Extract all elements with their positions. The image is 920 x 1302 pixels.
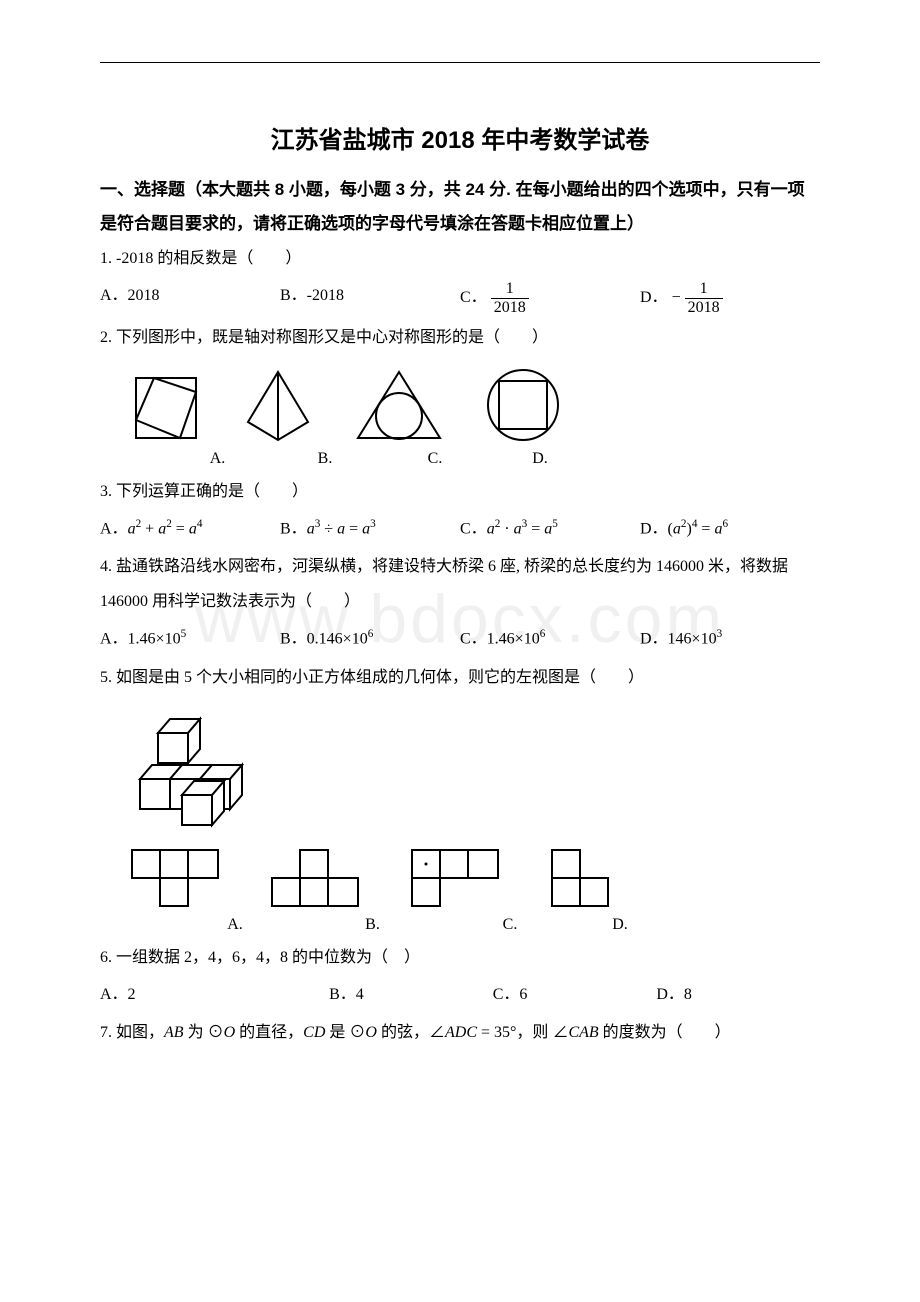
q6-text: 6. 一组数据 2，4，6，4，8 的中位数为（ ） — [100, 940, 820, 975]
q6-opt-c: C．6 — [493, 979, 657, 1011]
q1-options: A．2018 B．-2018 C． 1 2018 D． − 1 2018 — [100, 280, 820, 316]
q1-text: 1. -2018 的相反数是（ ） — [100, 241, 820, 276]
cubes-icon — [130, 709, 290, 829]
q3-opt-b: B．a3 ÷ a = a3 — [280, 513, 460, 545]
q7-text: 7. 如图，AB 为 ⊙O 的直径，CD 是 ⊙O 的弦，∠ADC = 35°，… — [100, 1015, 820, 1050]
fraction-icon: 1 2018 — [491, 280, 529, 316]
q5-text: 5. 如图是由 5 个大小相同的小正方体组成的几何体，则它的左视图是（ ） — [100, 660, 820, 695]
fraction-icon: 1 2018 — [685, 280, 723, 316]
q2-text: 2. 下列图形中，既是轴对称图形又是中心对称图形的是（ ） — [100, 320, 820, 355]
q4-opt-b: B．0.146×106 — [280, 623, 460, 655]
top-rule — [100, 62, 820, 63]
view-b-icon — [270, 848, 360, 908]
q4-opt-a: A．1.46×105 — [100, 623, 280, 655]
q5-c: C. — [440, 916, 580, 934]
q4-opt-c: C．1.46×106 — [460, 623, 640, 655]
view-a-icon — [130, 848, 220, 908]
shape-circle-square-icon — [484, 366, 562, 444]
q1-d-pre: D． — [640, 289, 668, 306]
q2-b: B. — [275, 450, 375, 468]
q2-a: A. — [160, 450, 275, 468]
shape-square-diamond-icon — [130, 372, 202, 444]
q5-a: A. — [165, 916, 305, 934]
shape-kite-icon — [242, 368, 314, 444]
shape-triangle-circle-icon — [354, 368, 444, 444]
q3-opt-a: A．a2 + a2 = a4 — [100, 513, 280, 545]
q5-views — [130, 848, 820, 908]
q2-shapes — [130, 366, 820, 444]
q6-opt-a: A．2 — [100, 979, 329, 1011]
cube-figure — [130, 709, 820, 834]
q1-opt-c: C． 1 2018 — [460, 280, 640, 316]
q1-c-pre: C． — [460, 289, 487, 306]
q2-d: D. — [495, 450, 585, 468]
q5-b: B. — [305, 916, 440, 934]
q1-opt-d: D． − 1 2018 — [640, 280, 820, 316]
q4-options: A．1.46×105 B．0.146×106 C．1.46×106 D．146×… — [100, 623, 820, 655]
q2-labels: A. B. C. D. — [140, 450, 820, 468]
q6-opt-b: B．4 — [329, 979, 493, 1011]
q1-opt-a: A．2018 — [100, 280, 280, 316]
section-1-heading: 一、选择题（本大题共 8 小题，每小题 3 分，共 24 分. 在每小题给出的四… — [100, 173, 820, 241]
q3-opt-c: C．a2 · a3 = a5 — [460, 513, 640, 545]
q3-opt-d: D．(a2)4 = a6 — [640, 513, 820, 545]
view-d-icon — [550, 848, 620, 908]
q6-opt-d: D．8 — [656, 979, 820, 1011]
q5-labels: A. B. C. D. — [140, 916, 820, 934]
page-title: 江苏省盐城市 2018 年中考数学试卷 — [100, 120, 820, 155]
q3-options: A．a2 + a2 = a4 B．a3 ÷ a = a3 C．a2 · a3 =… — [100, 513, 820, 545]
q4-text: 4. 盐通铁路沿线水网密布，河渠纵横，将建设特大桥梁 6 座, 桥梁的总长度约为… — [100, 549, 820, 619]
q2-c: C. — [375, 450, 495, 468]
q3-text: 3. 下列运算正确的是（ ） — [100, 474, 820, 509]
q4-opt-d: D．146×103 — [640, 623, 820, 655]
q5-d: D. — [580, 916, 660, 934]
minus-sign: − — [672, 289, 681, 306]
view-c-icon — [410, 848, 500, 908]
q1-opt-b: B．-2018 — [280, 280, 460, 316]
q6-options: A．2 B．4 C．6 D．8 — [100, 979, 820, 1011]
